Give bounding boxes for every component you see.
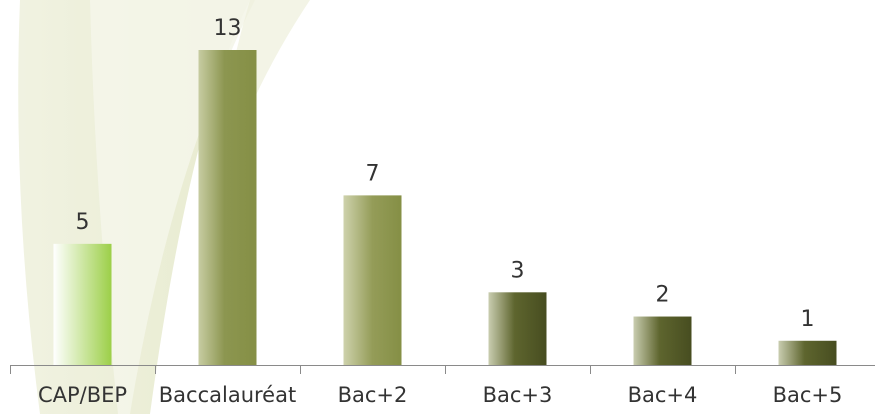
x-axis-ticks	[10, 365, 736, 374]
bar-bac-plus-5	[778, 340, 837, 365]
bar-bac-plus-4	[633, 316, 692, 365]
value-label-cap-bep: 5	[76, 210, 90, 235]
category-label-cap-bep: CAP/BEP	[38, 383, 127, 407]
category-label-bac-plus-3: Bac+3	[483, 383, 553, 407]
value-labels-group: 5 13 7 3 2 1	[76, 16, 815, 332]
category-labels-group: CAP/BEP Baccalauréat Bac+2 Bac+3 Bac+4 Bac+5	[38, 383, 842, 407]
bar-cap-bep	[53, 243, 112, 365]
value-label-bac-plus-5: 1	[801, 307, 815, 332]
bar-baccalaureat	[198, 50, 257, 365]
x-axis	[10, 365, 875, 374]
category-label-bac-plus-5: Bac+5	[773, 383, 843, 407]
category-label-bac-plus-2: Bac+2	[338, 383, 408, 407]
category-label-bac-plus-4: Bac+4	[628, 383, 698, 407]
value-label-bac-plus-2: 7	[366, 161, 380, 186]
bars-group	[53, 50, 837, 365]
value-label-bac-plus-4: 2	[656, 283, 670, 308]
bar-bac-plus-3	[488, 292, 547, 365]
value-label-bac-plus-3: 3	[511, 258, 525, 283]
category-label-baccalaureat: Baccalauréat	[159, 383, 296, 407]
value-label-baccalaureat: 13	[214, 16, 242, 41]
bar-bac-plus-2	[343, 195, 402, 365]
